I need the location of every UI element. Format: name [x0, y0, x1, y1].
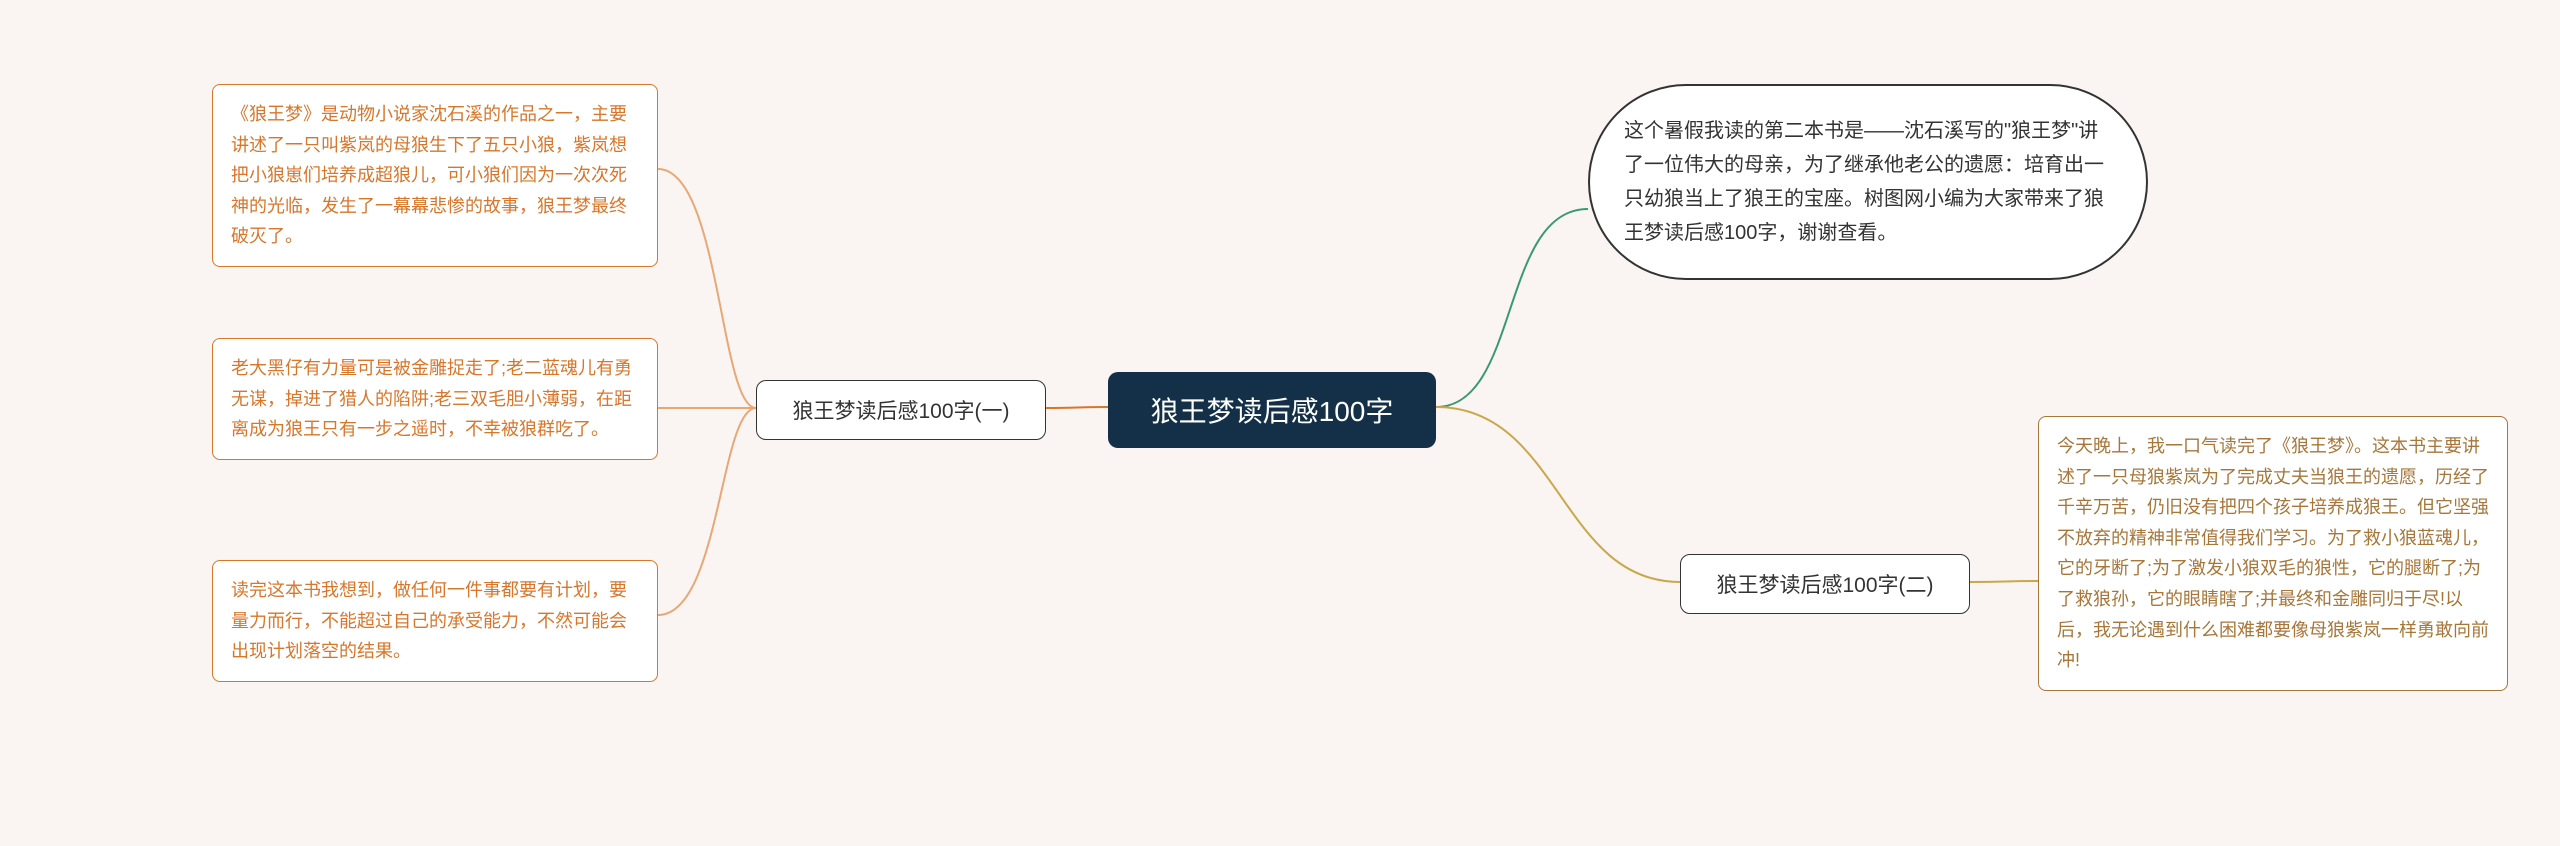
left-leaf-3: 读完这本书我想到，做任何一件事都要有计划，要量力而行，不能超过自己的承受能力，不… — [212, 560, 658, 682]
root-node: 狼王梦读后感100字 — [1108, 372, 1436, 448]
left-leaf-2: 老大黑仔有力量可是被金雕捉走了;老二蓝魂儿有勇无谋，掉进了猎人的陷阱;老三双毛胆… — [212, 338, 658, 460]
right-leaf-1: 今天晚上，我一口气读完了《狼王梦》。这本书主要讲述了一只母狼紫岚为了完成丈夫当狼… — [2038, 416, 2508, 691]
right-branch-node: 狼王梦读后感100字(二) — [1680, 554, 1970, 614]
left-leaf-1: 《狼王梦》是动物小说家沈石溪的作品之一，主要讲述了一只叫紫岚的母狼生下了五只小狼… — [212, 84, 658, 267]
left-branch-node: 狼王梦读后感100字(一) — [756, 380, 1046, 440]
intro-bubble: 这个暑假我读的第二本书是——沈石溪写的"狼王梦"讲了一位伟大的母亲，为了继承他老… — [1588, 84, 2148, 280]
